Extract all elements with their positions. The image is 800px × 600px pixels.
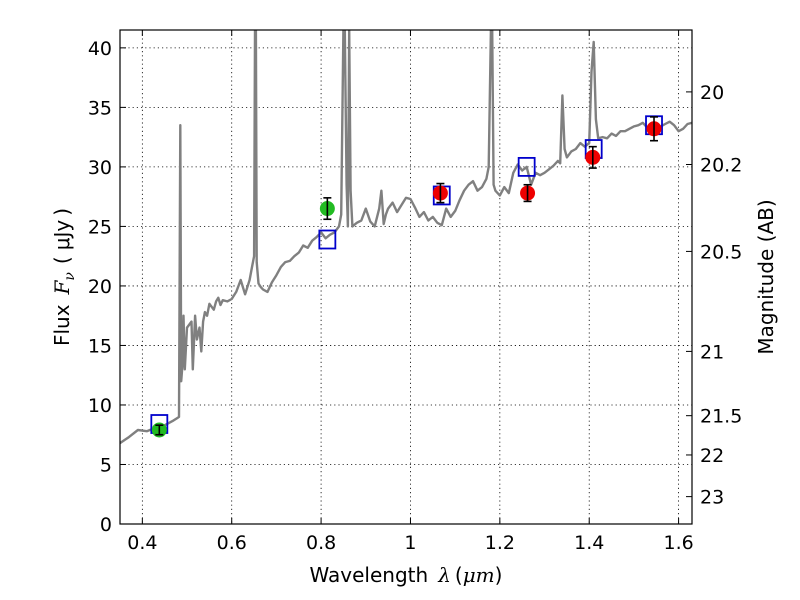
y-tick-label: 40 <box>88 38 112 60</box>
x-axis-label-symbol: λ <box>437 563 451 587</box>
x-axis-label-text: Wavelength <box>310 563 429 587</box>
y-axis-label-subscript: ν <box>62 272 78 281</box>
x-tick-label: 1.4 <box>574 532 604 554</box>
observed-photometry-points <box>151 116 662 438</box>
y-tick-label: 15 <box>88 335 112 357</box>
x-tick-label: 1.2 <box>485 532 515 554</box>
y2-tick-label: 21 <box>700 341 724 363</box>
y-tick-label: 25 <box>88 216 112 238</box>
y-axis-label-symbol: F <box>50 279 74 295</box>
y2-tick-label: 23 <box>700 487 724 509</box>
y-axis-label-unit: μJy <box>50 220 74 251</box>
y-tick-label: 0 <box>100 514 112 536</box>
x-tick-label: 0.4 <box>127 532 157 554</box>
plot-content <box>120 30 692 445</box>
y2-tick-label: 20 <box>700 82 724 104</box>
y-axis-label: FluxFν(μJy) <box>50 208 78 346</box>
axis-tick-labels: 0.4 0.6 0.8 1 1.2 1.4 1.6 0 5 10 15 20 25 30 35 40 20 20.… <box>88 38 743 554</box>
y-tick-label: 20 <box>88 276 112 298</box>
x-tick-label: 1.6 <box>663 532 693 554</box>
y2-tick-label: 22 <box>700 445 724 467</box>
axis-ticks <box>120 30 692 525</box>
model-photometry-square <box>318 229 337 250</box>
y2-tick-label: 20.2 <box>700 155 742 177</box>
model-photometry-square <box>517 156 536 177</box>
y2-tick-label: 20.5 <box>700 241 742 263</box>
y2-axis-label: Magnitude (AB) <box>754 199 778 354</box>
x-tick-label: 0.6 <box>217 532 247 554</box>
y-tick-label: 30 <box>88 157 112 179</box>
x-tick-label: 1 <box>404 532 416 554</box>
x-axis-label: Wavelength λ (μm) <box>310 563 503 587</box>
y-tick-label: 5 <box>100 454 112 476</box>
y-tick-label: 10 <box>88 395 112 417</box>
y-axis-label-text: Flux <box>50 304 74 346</box>
y-tick-label: 35 <box>88 97 112 119</box>
plot-frame <box>119 29 693 525</box>
x-tick-label: 0.8 <box>306 532 336 554</box>
x-axis-label-unit: μm <box>463 563 495 587</box>
y2-tick-label: 21.5 <box>700 406 742 428</box>
